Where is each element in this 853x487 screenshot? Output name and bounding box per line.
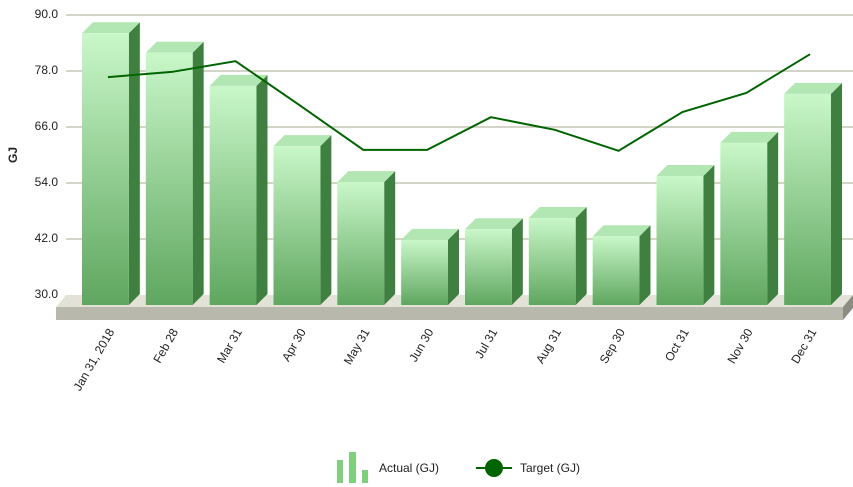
bar-top: [401, 228, 459, 240]
x-tick-label: May 31: [341, 326, 373, 367]
legend-marker: [485, 459, 503, 477]
y-tick-label: 78.0: [35, 63, 59, 77]
y-tick-label: 66.0: [35, 119, 59, 133]
bar-top: [273, 135, 332, 147]
bar-side: [639, 225, 651, 305]
legend-icon: [349, 452, 356, 483]
bar: [209, 85, 257, 305]
legend-icon: [362, 470, 368, 483]
bar: [401, 239, 448, 305]
bar: [720, 142, 768, 305]
x-tick-label: Feb 28: [150, 326, 181, 366]
bar-top: [465, 218, 523, 230]
y-axis-label: GJ: [6, 147, 20, 163]
bar: [465, 229, 512, 305]
bar-side: [384, 171, 396, 305]
bar-side: [575, 207, 587, 305]
x-tick-label: Dec 31: [788, 326, 819, 366]
bar: [656, 176, 704, 305]
target-line: [107, 53, 811, 152]
bar-top: [784, 82, 842, 94]
legend-icon: [337, 460, 343, 483]
y-tick-label: 42.0: [35, 231, 59, 245]
x-tick-label: Apr 30: [279, 326, 309, 364]
legend: Actual (GJ) Target (GJ): [337, 452, 580, 483]
floor-side: [843, 295, 853, 320]
y-tick-label: 30.0: [35, 287, 59, 301]
bar: [145, 52, 193, 305]
bar-top: [82, 22, 140, 34]
bar: [592, 236, 640, 305]
bar: [82, 33, 129, 305]
bar-side: [256, 74, 268, 305]
bar-side: [192, 41, 204, 306]
bar-top: [337, 171, 396, 183]
x-tick-label: Mar 31: [214, 326, 245, 366]
bar-side: [128, 22, 140, 305]
bar-side: [767, 131, 779, 305]
bar-top: [528, 207, 587, 218]
x-tick-label: Nov 30: [724, 326, 755, 366]
bar-side: [448, 228, 459, 305]
x-tick-label: Jan 31, 2018: [70, 326, 117, 393]
x-tick-label: Sep 30: [597, 326, 628, 366]
x-tick-label: Jul 31: [472, 326, 500, 361]
bar-top: [209, 74, 268, 86]
legend-label: Actual (GJ): [379, 461, 439, 475]
x-tick-label: Jun 30: [406, 326, 436, 364]
bar-side: [511, 218, 523, 305]
bar-top: [145, 41, 204, 53]
bar-top: [720, 131, 779, 143]
bar-side: [831, 82, 842, 305]
bar-top: [592, 225, 651, 237]
bar-top: [656, 165, 715, 176]
bar: [337, 182, 385, 305]
x-tick-label: Aug 31: [533, 326, 564, 366]
bar-side: [703, 165, 715, 305]
bar-side: [320, 135, 332, 305]
bar: [273, 146, 321, 305]
y-tick-label: 90.0: [35, 7, 59, 21]
y-tick-label: 54.0: [35, 175, 59, 189]
floor-front: [56, 307, 843, 320]
bar: [784, 93, 831, 305]
bar: [528, 218, 576, 305]
legend-label: Target (GJ): [520, 461, 580, 475]
x-tick-label: Oct 31: [662, 326, 692, 364]
